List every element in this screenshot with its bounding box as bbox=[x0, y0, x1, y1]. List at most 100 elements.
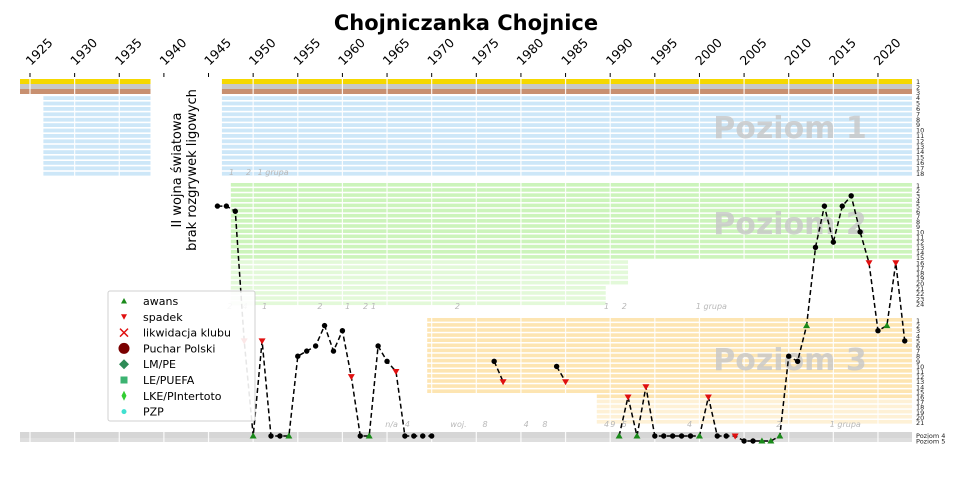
point-awans bbox=[615, 432, 623, 439]
band-level2-row bbox=[230, 296, 606, 300]
point-season bbox=[794, 358, 801, 364]
row-label-level1: 5 bbox=[916, 100, 920, 108]
band-level2-row bbox=[230, 239, 912, 244]
legend-label: Puchar Polski bbox=[143, 342, 215, 355]
row-label-level4: Poziom 4 bbox=[916, 432, 945, 440]
point-season bbox=[384, 358, 390, 364]
row-label-level2: 13 bbox=[916, 244, 924, 252]
row-label-level2: 15 bbox=[916, 254, 924, 262]
band-level3-row bbox=[596, 409, 912, 414]
band-level2-row bbox=[230, 275, 629, 280]
row-label-level2: 18 bbox=[916, 270, 924, 278]
row-label-level1: 8 bbox=[916, 116, 920, 124]
row-label-level3: 4 bbox=[916, 332, 920, 340]
band-level3-row bbox=[427, 333, 912, 337]
band-level3-row bbox=[427, 384, 912, 388]
band-level1-row bbox=[221, 144, 912, 149]
war-annotation-line: brak rozgrywek ligowych bbox=[185, 89, 200, 251]
group-annotation: woj. bbox=[450, 420, 466, 429]
row-label-level3: 2 bbox=[916, 322, 920, 330]
group-annotation: 2 bbox=[455, 302, 460, 311]
band-level3-row bbox=[427, 318, 912, 322]
band-level2-row bbox=[230, 193, 912, 197]
row-label-level2: 17 bbox=[916, 264, 924, 272]
legend-cup-icon bbox=[118, 342, 130, 354]
row-label-level2: 24 bbox=[916, 300, 924, 308]
x-tick-label: 1955 bbox=[290, 35, 323, 68]
band-level1-row bbox=[221, 89, 912, 94]
band-level1-row bbox=[221, 134, 912, 138]
band-level1-row bbox=[221, 117, 912, 122]
band-level2-row bbox=[230, 270, 629, 275]
row-label-level3: 17 bbox=[916, 399, 924, 407]
x-tick-label: 1950 bbox=[246, 35, 279, 68]
band-level3-row bbox=[427, 338, 912, 342]
point-season bbox=[714, 433, 721, 439]
x-axis: 1925 1930 1935 1940 1945 1950 1955 1960 1965 1970… bbox=[23, 35, 904, 77]
band-level3-row bbox=[427, 369, 912, 373]
point-season bbox=[652, 433, 658, 439]
row-label-level5: Poziom 5 bbox=[916, 438, 945, 446]
point-season bbox=[821, 203, 828, 209]
row-label-level2: 2 bbox=[916, 187, 920, 195]
row-label-level1: 4 bbox=[916, 94, 920, 102]
legend-label: LM/PE bbox=[143, 358, 176, 371]
row-label-level1: 15 bbox=[916, 154, 924, 162]
band-level1-row bbox=[43, 96, 151, 100]
row-label-level2: 6 bbox=[916, 208, 920, 216]
row-label-level2: 1 bbox=[916, 182, 920, 190]
band-level3-row bbox=[596, 420, 912, 424]
band-level1-row bbox=[43, 171, 151, 176]
point-season bbox=[848, 193, 854, 199]
row-label-level1: 7 bbox=[916, 110, 920, 118]
group-annotation: 1 bbox=[345, 302, 350, 311]
legend-lm-icon bbox=[119, 359, 129, 370]
band-level3-row bbox=[427, 323, 912, 327]
series-line bbox=[618, 194, 906, 442]
row-label-level2: 10 bbox=[916, 228, 924, 236]
x-tick-label: 2015 bbox=[826, 35, 859, 68]
point-spadek bbox=[392, 369, 400, 375]
level-watermark-1: Poziom 1 bbox=[713, 111, 867, 146]
row-label-level3: 21 bbox=[916, 419, 924, 427]
war-annotation-line: II wojna światowa bbox=[170, 113, 185, 228]
row-label-level2: 20 bbox=[916, 280, 924, 288]
point-season bbox=[491, 358, 497, 364]
row-label-level1: 3 bbox=[916, 89, 920, 97]
band-level5 bbox=[20, 438, 912, 442]
band-level2-row bbox=[230, 213, 912, 218]
legend-label: LE/PUEFA bbox=[143, 374, 195, 387]
row-label-level1: 13 bbox=[916, 143, 924, 151]
row-label-level3: 13 bbox=[916, 378, 924, 386]
x-tick-label: 1930 bbox=[67, 35, 100, 68]
band-level3-row bbox=[596, 394, 912, 399]
group-annotation: 4 bbox=[604, 420, 609, 429]
band-level3-row bbox=[427, 328, 912, 332]
point-season bbox=[786, 353, 792, 359]
row-label-level1: 2 bbox=[916, 83, 920, 91]
point-season bbox=[312, 343, 319, 349]
point-awans bbox=[633, 432, 641, 439]
row-label-level3: 8 bbox=[916, 353, 920, 361]
point-spadek bbox=[258, 338, 266, 345]
band-level2-row bbox=[230, 260, 629, 264]
row-label-level3: 18 bbox=[916, 404, 924, 412]
row-label-level3: 19 bbox=[916, 409, 924, 417]
group-annotation: 8 bbox=[542, 420, 547, 429]
level-watermark-3: Poziom 3 bbox=[713, 343, 867, 378]
x-tick-label: 1995 bbox=[647, 35, 680, 68]
point-season bbox=[339, 328, 346, 334]
point-season bbox=[661, 433, 667, 439]
band-level1-row bbox=[43, 123, 151, 127]
point-awans bbox=[285, 432, 293, 439]
point-spadek bbox=[499, 379, 507, 386]
band-level2-row bbox=[230, 280, 629, 285]
row-label-level2: 8 bbox=[916, 218, 920, 226]
row-label-level1: 18 bbox=[916, 170, 924, 178]
row-label-level3: 6 bbox=[916, 343, 920, 351]
group-annotation: 4 bbox=[524, 420, 529, 429]
x-tick-label: 1965 bbox=[380, 35, 413, 68]
x-tick-label: 2020 bbox=[870, 35, 903, 68]
point-season bbox=[321, 322, 328, 329]
band-level1-row bbox=[43, 107, 151, 111]
